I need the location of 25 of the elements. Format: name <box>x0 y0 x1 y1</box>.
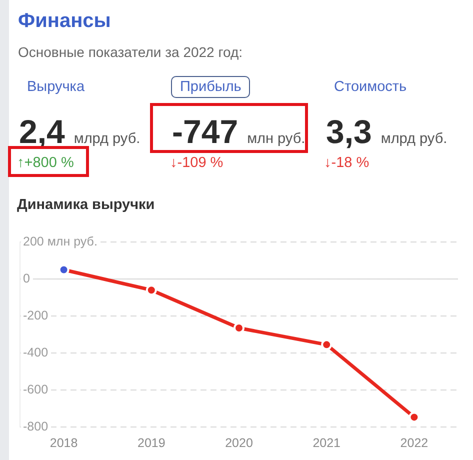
text: Стоимость <box>333 78 408 97</box>
y-tick-label: -400 <box>23 345 48 360</box>
text: 2,4 <box>19 113 65 150</box>
x-tick-label: 2021 <box>312 436 341 450</box>
text: -747 <box>172 113 238 150</box>
x-tick-label: 2022 <box>400 436 428 450</box>
text: ↑+800 % <box>17 155 74 171</box>
text: млн руб. <box>247 131 306 147</box>
text: Финансы <box>18 10 111 33</box>
text: млрд руб. <box>74 131 140 147</box>
chart-title: Динамика выручки <box>17 197 155 213</box>
y-tick-label: -600 <box>23 382 48 396</box>
text: 3,3 <box>326 113 372 150</box>
x-tick-label: 2018 <box>50 436 78 450</box>
y-tick-label: 0 <box>23 271 30 286</box>
y-tick-label: -200 <box>23 308 48 322</box>
x-tick-label: 2019 <box>137 436 166 450</box>
y-tick-label: 200 млн руб. <box>23 234 98 248</box>
text: Выручка <box>26 78 86 97</box>
y-tick-label: -800 <box>23 419 48 434</box>
text: ↓-18 % <box>324 155 370 171</box>
text: млрд руб. <box>380 131 448 147</box>
text: ↓-109 % <box>170 155 224 171</box>
x-tick-label: 2020 <box>225 436 253 450</box>
text: Основные показатели за 2022 год: <box>18 44 243 60</box>
